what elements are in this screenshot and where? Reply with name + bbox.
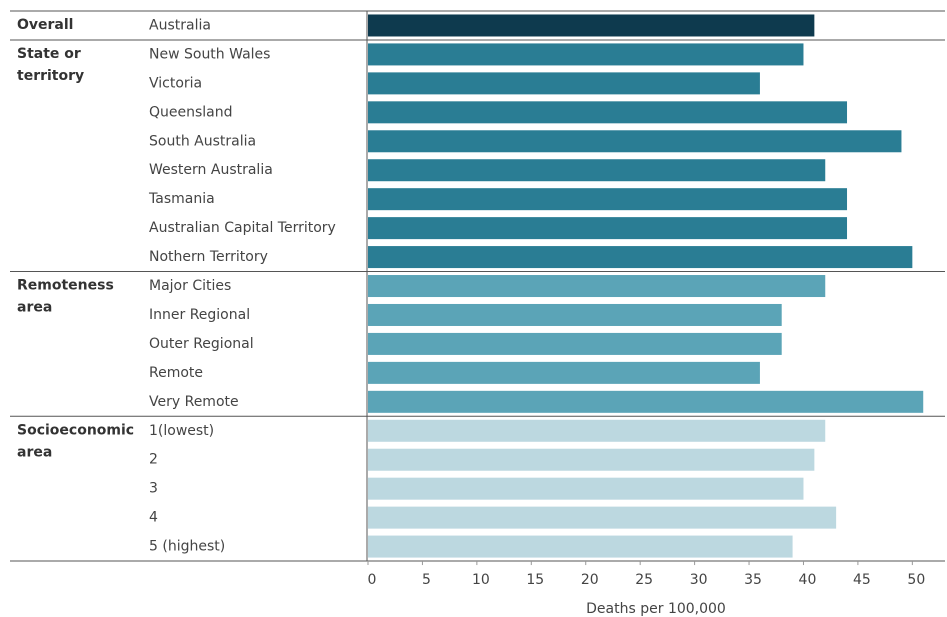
- x-axis-label: Deaths per 100,000: [586, 601, 726, 617]
- bar: [368, 506, 837, 529]
- category-label: New South Wales: [149, 46, 270, 62]
- category-label: 3: [149, 481, 158, 497]
- bar: [368, 448, 815, 471]
- bar: [368, 303, 782, 326]
- bar: [368, 419, 826, 442]
- x-tick-label: 35: [744, 572, 762, 588]
- bar: [368, 477, 804, 500]
- x-tick-label: 20: [581, 572, 599, 588]
- bar: [368, 390, 924, 413]
- category-label: Western Australia: [149, 162, 273, 178]
- x-tick-label: 0: [368, 572, 377, 588]
- category-label: 1(lowest): [149, 423, 214, 439]
- x-tick-label: 5: [422, 572, 431, 588]
- category-label: Tasmania: [148, 191, 215, 207]
- category-label: Very Remote: [149, 394, 239, 410]
- category-label: 4: [149, 510, 158, 526]
- bar: [368, 130, 902, 153]
- x-tick-label: 25: [635, 572, 653, 588]
- group-label: Remoteness area: [17, 278, 114, 316]
- bar: [368, 246, 913, 269]
- x-tick-label: 10: [472, 572, 490, 588]
- bar: [368, 159, 826, 182]
- bar: [368, 14, 815, 37]
- category-label: Australian Capital Territory: [149, 220, 336, 236]
- group-label: Socioeconomic area: [17, 422, 134, 460]
- group-label: State or territory: [17, 46, 84, 84]
- category-label: Inner Regional: [149, 307, 250, 323]
- category-label: 5 (highest): [149, 539, 225, 555]
- category-label: Outer Regional: [149, 336, 254, 352]
- bar: [368, 101, 848, 124]
- bar: [368, 72, 760, 95]
- category-label: Victoria: [149, 75, 202, 91]
- x-tick-label: 50: [907, 572, 925, 588]
- bar: [368, 188, 848, 211]
- category-label: Nothern Territory: [149, 249, 268, 265]
- x-tick-label: 30: [690, 572, 708, 588]
- category-label: South Australia: [149, 133, 256, 149]
- bar: [368, 43, 804, 66]
- category-label: Remote: [149, 365, 203, 381]
- group-label: Overall: [17, 17, 73, 33]
- bar: [368, 332, 782, 355]
- x-tick-label: 15: [526, 572, 544, 588]
- category-label: Queensland: [149, 104, 233, 120]
- bar: [368, 535, 793, 558]
- category-label: Australia: [149, 17, 211, 33]
- x-tick-label: 40: [799, 572, 817, 588]
- category-label: Major Cities: [149, 278, 231, 294]
- bar: [368, 275, 826, 298]
- category-label: 2: [149, 452, 158, 468]
- bar: [368, 361, 760, 384]
- bar: [368, 217, 848, 240]
- x-tick-label: 45: [853, 572, 871, 588]
